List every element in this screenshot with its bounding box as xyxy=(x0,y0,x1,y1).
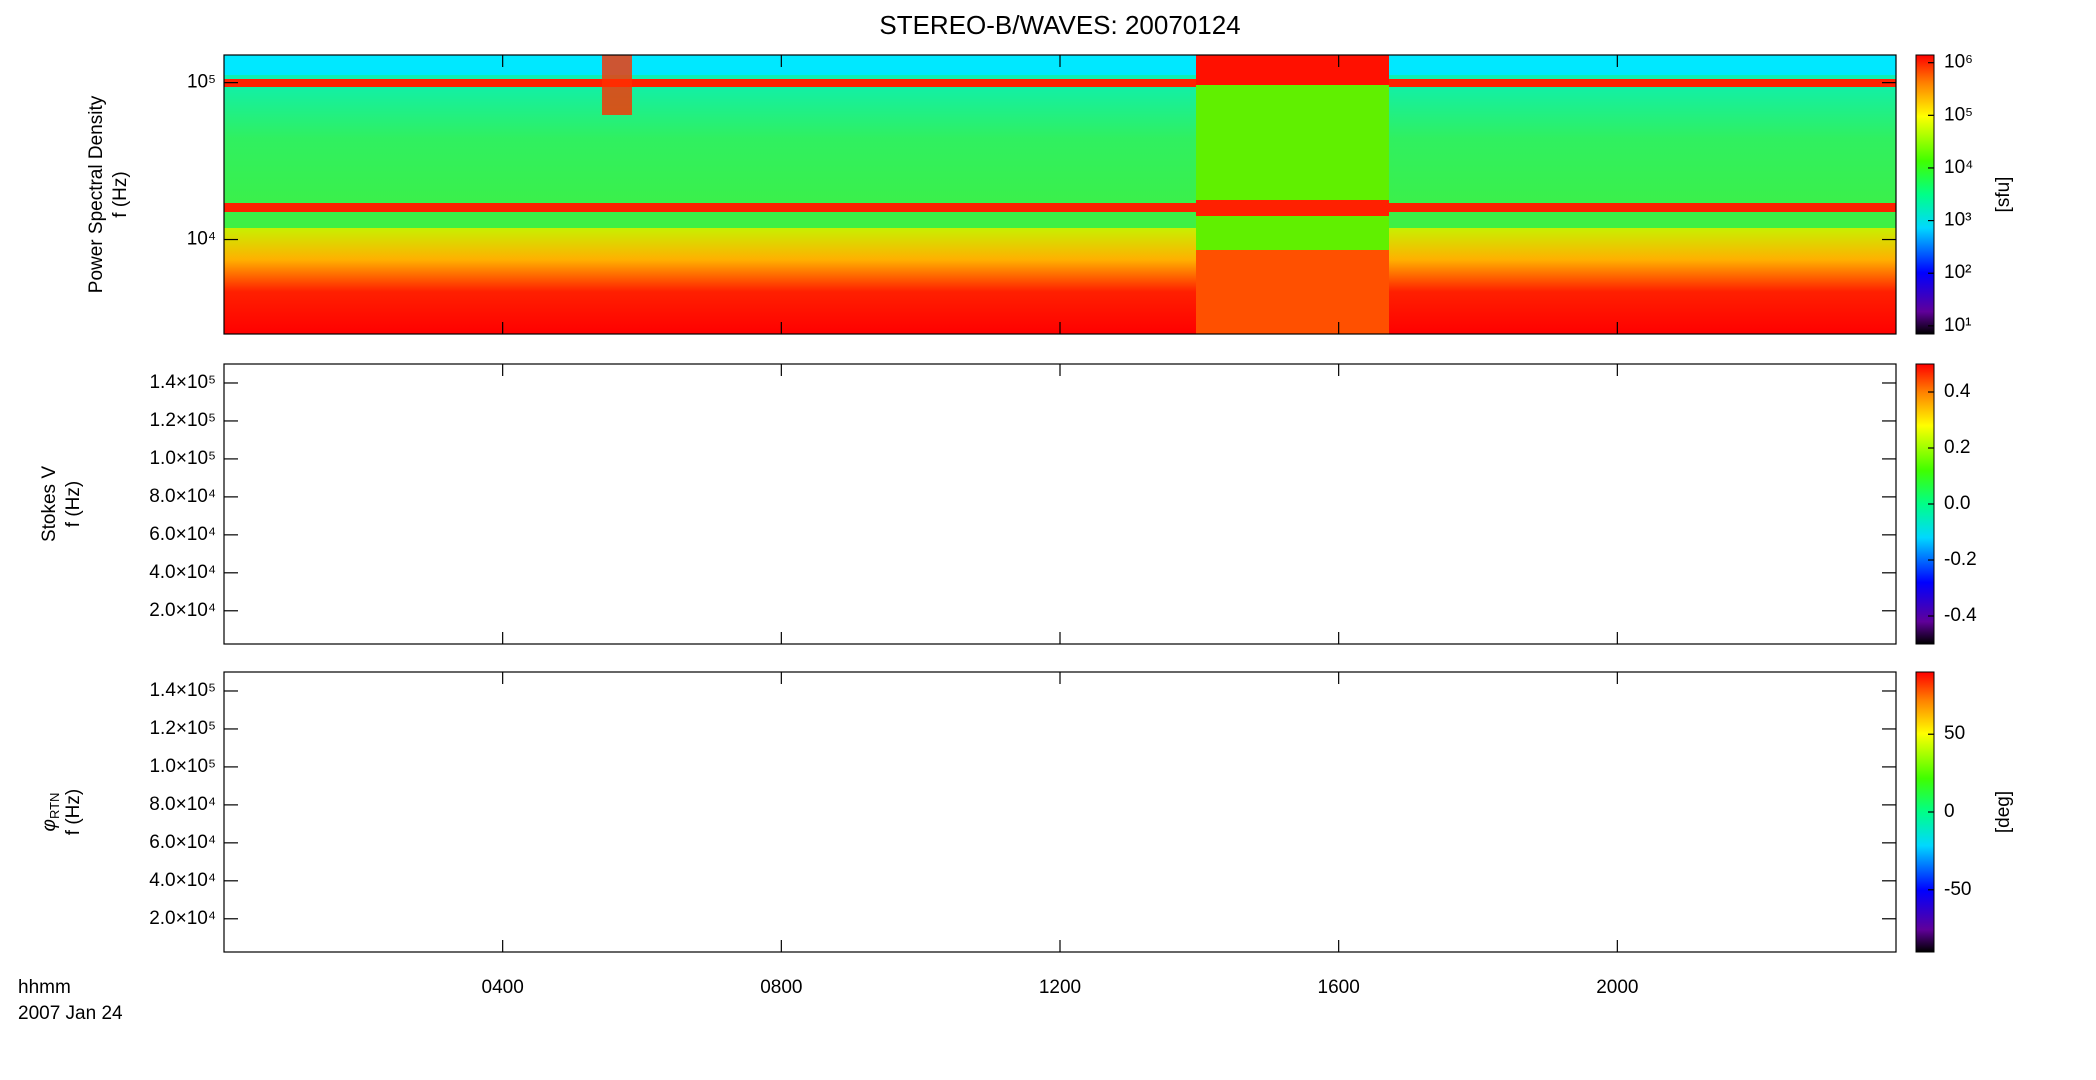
y-axis-label: f (Hz) xyxy=(63,789,84,835)
chart-title: STEREO-B/WAVES: 20070124 xyxy=(879,10,1240,40)
x-tick-label: 1600 xyxy=(1318,977,1360,998)
colorbar-tick-label: 0.0 xyxy=(1944,493,1970,514)
y-axis-label: f (Hz) xyxy=(63,481,84,527)
y-tick-label: 10⁴ xyxy=(187,229,216,250)
y-tick-label: 8.0×10⁴ xyxy=(149,794,216,815)
colorbar xyxy=(1915,54,1935,335)
plot-frame xyxy=(223,671,1897,953)
y-tick-label: 2.0×10⁴ xyxy=(149,908,216,929)
y-tick-label: 6.0×10⁴ xyxy=(149,832,216,853)
y-tick-label: 8.0×10⁴ xyxy=(149,486,216,507)
x-tick-label: 2000 xyxy=(1596,977,1638,998)
colorbar-tick-label: 10⁵ xyxy=(1944,104,1973,125)
y-tick-label: 1.4×10⁵ xyxy=(149,372,216,393)
y-tick-label: 1.0×10⁵ xyxy=(149,448,216,469)
colorbar-label: [deg] xyxy=(1993,791,2014,833)
date-label: 2007 Jan 24 xyxy=(18,1003,123,1024)
spectrogram-band xyxy=(1196,55,1389,85)
colorbar-tick-label: -0.4 xyxy=(1944,605,1977,626)
y-axis-label: Power Spectral Density xyxy=(86,95,107,293)
colorbar-tick-label: 0.4 xyxy=(1944,381,1971,402)
spectrogram-band xyxy=(602,55,632,115)
colorbar-tick-label: -50 xyxy=(1944,879,1971,900)
colorbar-tick-label: 10² xyxy=(1944,262,1971,283)
spectrogram-band xyxy=(224,79,1896,87)
y-tick-label: 4.0×10⁴ xyxy=(149,562,216,583)
spectrogram-band xyxy=(224,203,1896,212)
spectrogram-band xyxy=(1196,250,1389,334)
colorbar-tick-label: 10¹ xyxy=(1944,315,1971,336)
plot-frame xyxy=(223,363,1897,645)
y-axis-subscript: RTN xyxy=(47,793,62,819)
y-axis-symbol: φ xyxy=(39,819,60,831)
spectrogram-image xyxy=(224,55,1896,334)
y-tick-label: 10⁵ xyxy=(187,72,216,93)
y-tick-label: 1.4×10⁵ xyxy=(149,680,216,701)
x-axis-label: hhmm xyxy=(18,977,71,998)
colorbar-label: [sfu] xyxy=(1993,177,2014,213)
colorbar-tick-label: 0 xyxy=(1944,801,1955,822)
colorbar-tick-label: 50 xyxy=(1944,723,1965,744)
colorbar-tick-label: 10⁶ xyxy=(1944,52,1973,73)
x-tick-label: 1200 xyxy=(1039,977,1081,998)
colorbar-tick-label: 10⁴ xyxy=(1944,157,1973,178)
y-tick-label: 4.0×10⁴ xyxy=(149,870,216,891)
x-tick-label: 0400 xyxy=(482,977,524,998)
colorbar-tick-label: 0.2 xyxy=(1944,437,1970,458)
y-axis-label: f (Hz) xyxy=(110,171,131,217)
spectrogram-band xyxy=(1196,200,1389,216)
y-axis-label: φRTN xyxy=(39,793,62,832)
colorbar-tick-label: -0.2 xyxy=(1944,549,1977,570)
x-tick-label: 0800 xyxy=(760,977,802,998)
spectrogram-band xyxy=(224,228,1896,334)
colorbar-tick-label: 10³ xyxy=(1944,210,1971,231)
y-tick-label: 2.0×10⁴ xyxy=(149,600,216,621)
y-tick-label: 1.2×10⁵ xyxy=(149,718,216,739)
y-tick-label: 6.0×10⁴ xyxy=(149,524,216,545)
y-tick-label: 1.0×10⁵ xyxy=(149,756,216,777)
y-axis-label: Stokes V xyxy=(39,466,60,542)
y-tick-label: 1.2×10⁵ xyxy=(149,410,216,431)
